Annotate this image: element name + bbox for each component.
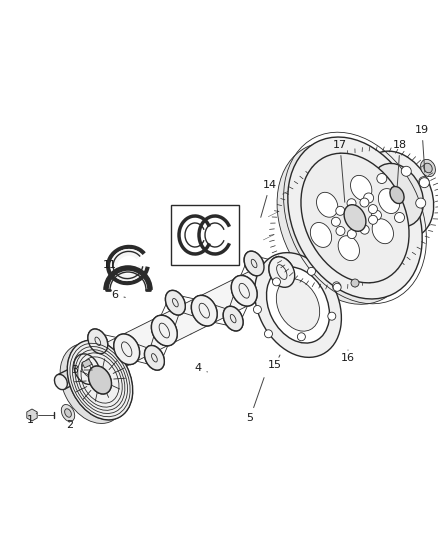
FancyBboxPatch shape [171, 205, 239, 265]
Text: 2: 2 [67, 420, 74, 430]
Ellipse shape [420, 159, 435, 176]
Text: 14: 14 [261, 180, 277, 217]
Ellipse shape [223, 306, 243, 331]
Circle shape [401, 166, 411, 176]
Ellipse shape [244, 251, 264, 276]
Ellipse shape [231, 276, 257, 306]
Ellipse shape [88, 366, 111, 394]
Polygon shape [73, 254, 298, 386]
Circle shape [347, 199, 356, 208]
Circle shape [333, 284, 341, 292]
Ellipse shape [67, 340, 133, 420]
Ellipse shape [74, 354, 99, 384]
Ellipse shape [244, 251, 264, 276]
Ellipse shape [301, 153, 409, 283]
Ellipse shape [74, 354, 99, 384]
Circle shape [377, 174, 387, 183]
Circle shape [419, 177, 429, 188]
Circle shape [272, 278, 280, 286]
Ellipse shape [276, 279, 320, 331]
Ellipse shape [424, 163, 432, 173]
Ellipse shape [269, 257, 295, 287]
Circle shape [332, 282, 340, 290]
Ellipse shape [61, 405, 75, 422]
Ellipse shape [378, 189, 400, 214]
Circle shape [254, 305, 261, 313]
Ellipse shape [288, 137, 422, 299]
Ellipse shape [269, 257, 295, 287]
Ellipse shape [88, 366, 111, 394]
Circle shape [419, 176, 429, 187]
Circle shape [307, 268, 315, 276]
Ellipse shape [390, 187, 404, 204]
Circle shape [351, 279, 359, 287]
Ellipse shape [145, 345, 164, 370]
Circle shape [360, 198, 369, 207]
Text: 4: 4 [194, 363, 208, 373]
Circle shape [265, 330, 272, 338]
Text: 11: 11 [103, 260, 120, 270]
Circle shape [371, 210, 381, 220]
Ellipse shape [360, 151, 434, 239]
Circle shape [416, 198, 426, 208]
Circle shape [336, 227, 345, 236]
Text: 17: 17 [333, 140, 347, 202]
Ellipse shape [152, 315, 177, 346]
Ellipse shape [372, 219, 393, 244]
Ellipse shape [166, 290, 185, 315]
Ellipse shape [145, 345, 164, 370]
Ellipse shape [231, 276, 257, 306]
Ellipse shape [277, 142, 411, 304]
Circle shape [332, 217, 340, 227]
Ellipse shape [54, 374, 67, 390]
Circle shape [395, 213, 405, 222]
Ellipse shape [371, 164, 424, 227]
Ellipse shape [317, 192, 338, 217]
Text: 6: 6 [112, 290, 125, 300]
Circle shape [368, 215, 378, 224]
Ellipse shape [65, 409, 71, 417]
Text: 5: 5 [247, 377, 264, 423]
Ellipse shape [338, 236, 360, 261]
Ellipse shape [60, 344, 126, 424]
Polygon shape [82, 359, 92, 368]
Text: 3: 3 [71, 365, 92, 375]
Ellipse shape [223, 306, 243, 331]
Circle shape [336, 206, 345, 215]
Text: 18: 18 [393, 140, 407, 187]
Text: 16: 16 [341, 350, 355, 363]
Ellipse shape [191, 295, 217, 326]
Circle shape [360, 225, 369, 234]
Text: 15: 15 [268, 355, 282, 370]
Ellipse shape [350, 175, 372, 200]
Ellipse shape [266, 267, 329, 343]
Circle shape [364, 193, 374, 203]
Ellipse shape [114, 334, 140, 365]
Ellipse shape [114, 334, 140, 365]
Circle shape [347, 230, 357, 239]
Ellipse shape [344, 205, 366, 231]
Text: 19: 19 [415, 125, 429, 172]
Ellipse shape [88, 329, 108, 353]
Circle shape [297, 333, 305, 341]
Ellipse shape [254, 253, 341, 357]
Polygon shape [27, 409, 37, 421]
Ellipse shape [310, 222, 332, 247]
Ellipse shape [191, 295, 217, 326]
Ellipse shape [152, 315, 177, 346]
Text: 1: 1 [27, 413, 37, 425]
Ellipse shape [88, 329, 108, 353]
Circle shape [328, 312, 336, 320]
Ellipse shape [166, 290, 185, 315]
Circle shape [368, 205, 378, 214]
